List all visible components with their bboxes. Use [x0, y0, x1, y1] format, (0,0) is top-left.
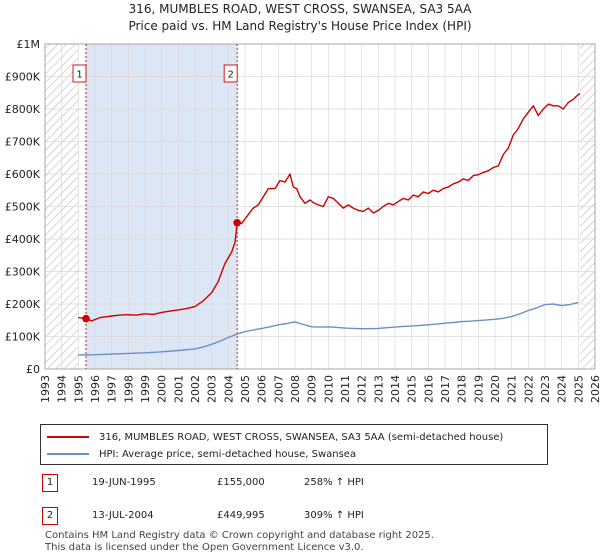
y-tick-label: £500K [5, 201, 41, 214]
x-tick-label: 2009 [306, 375, 319, 403]
property-price-line [78, 92, 581, 322]
x-tick-label: 1997 [106, 375, 119, 403]
x-tick-label: 2004 [222, 375, 235, 403]
transaction-date: 13-JUL-2004 [92, 510, 154, 521]
transaction-hpi: 258% ↑ HPI [304, 477, 364, 488]
x-tick-label: 2015 [406, 375, 419, 403]
x-tick-label: 1998 [122, 375, 135, 403]
y-tick-label: £0 [26, 363, 40, 376]
x-tick-label: 2012 [356, 375, 369, 403]
transaction-row: 2 13-JUL-2004 £449,995 309% ↑ HPI [42, 507, 562, 527]
x-tick-label: 2003 [206, 375, 219, 403]
y-tick-label: £300K [5, 266, 41, 279]
sale-point [82, 314, 90, 323]
x-tick-label: 2019 [472, 375, 485, 403]
y-tick-label: £1M [17, 38, 41, 51]
x-tick-label: 2018 [456, 375, 469, 403]
legend-item-hpi: HPI: Average price, semi-detached house,… [47, 446, 356, 462]
sale-marker-label: 2 [227, 70, 233, 81]
sale-point [233, 218, 241, 227]
plot-frame [44, 43, 596, 370]
chart-title-line1: 316, MUMBLES ROAD, WEST CROSS, SWANSEA, … [128, 2, 472, 16]
x-tick-label: 2026 [589, 375, 600, 403]
transaction-price: £449,995 [217, 510, 265, 521]
x-tick-label: 1994 [56, 375, 69, 403]
legend-swatch-property [47, 436, 89, 438]
x-tick-label: 2011 [339, 375, 352, 403]
x-tick-label: 1999 [139, 375, 152, 403]
x-tick-label: 1996 [89, 375, 102, 403]
x-tick-label: 2017 [439, 375, 452, 403]
y-tick-label: £200K [5, 298, 41, 311]
x-tick-label: 2022 [522, 375, 535, 403]
transaction-price: £155,000 [217, 477, 265, 488]
sale-marker-badge [223, 64, 238, 83]
sale-marker-badge [72, 64, 87, 83]
x-tick-label: 2005 [239, 375, 252, 403]
x-tick-label: 2020 [489, 375, 502, 403]
footer-copyright: Contains HM Land Registry data © Crown c… [45, 530, 434, 541]
transaction-date: 19-JUN-1995 [92, 477, 156, 488]
sale-marker-label: 1 [76, 70, 82, 81]
x-tick-label: 2013 [372, 375, 385, 403]
y-tick-label: £800K [5, 103, 41, 116]
x-tick-label: 2025 [572, 375, 585, 403]
y-tick-label: £600K [5, 168, 41, 181]
x-tick-label: 1993 [39, 375, 52, 403]
chart-legend: 316, MUMBLES ROAD, WEST CROSS, SWANSEA, … [40, 424, 548, 465]
x-tick-label: 2016 [422, 375, 435, 403]
x-tick-label: 2023 [539, 375, 552, 403]
x-tick-label: 2024 [556, 375, 569, 403]
transaction-hpi: 309% ↑ HPI [304, 510, 364, 521]
price-chart: £0 £100K £200K £300K £400K £500K £600K £700K £80… [5, 38, 600, 403]
transaction-row: 1 19-JUN-1995 £155,000 258% ↑ HPI [42, 474, 562, 494]
legend-item-property: 316, MUMBLES ROAD, WEST CROSS, SWANSEA, … [47, 429, 503, 445]
legend-label-hpi: HPI: Average price, semi-detached house,… [99, 448, 357, 460]
y-tick-label: £100K [5, 331, 41, 344]
legend-label-property: 316, MUMBLES ROAD, WEST CROSS, SWANSEA, … [99, 431, 504, 443]
hpi-line [78, 301, 579, 356]
x-tick-label: 2000 [156, 375, 169, 403]
y-tick-label: £400K [5, 233, 41, 246]
transaction-badge: 2 [42, 507, 58, 525]
x-tick-label: 2007 [272, 375, 285, 403]
transaction-badge: 1 [42, 474, 58, 492]
x-tick-label: 2014 [389, 375, 402, 403]
chart-title-line2: Price paid vs. HM Land Registry's House … [128, 19, 472, 33]
x-tick-label: 2002 [189, 375, 202, 403]
x-tick-label: 1995 [72, 375, 85, 403]
legend-swatch-hpi [47, 453, 89, 455]
y-tick-label: £900K [5, 71, 41, 84]
x-tick-label: 2010 [322, 375, 335, 403]
x-tick-label: 2008 [289, 375, 302, 403]
x-tick-label: 2006 [256, 375, 269, 403]
x-tick-label: 2021 [506, 375, 519, 403]
y-tick-label: £700K [5, 136, 41, 149]
footer-licence: This data is licensed under the Open Gov… [45, 542, 364, 553]
x-tick-label: 2001 [172, 375, 185, 403]
